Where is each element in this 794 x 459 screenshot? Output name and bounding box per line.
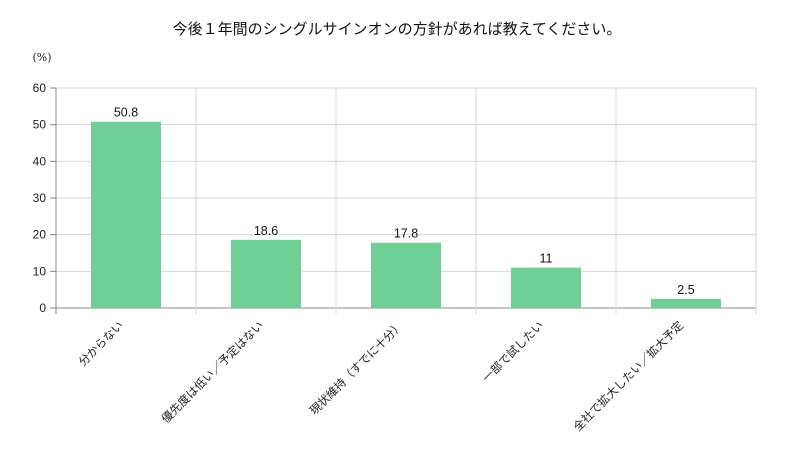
- x-tick-label: 一部で試したい: [479, 318, 546, 385]
- y-unit-label: (%): [32, 51, 51, 64]
- bar: [91, 121, 161, 308]
- chart-title: 今後１年間のシングルサインオンの方針があれば教えてください。: [173, 20, 622, 38]
- data-label: 2.5: [677, 283, 694, 297]
- x-axis-ticks: 分からない 優先度は低い／予定はない 現状維持（すでに十分） 一部で試したい 全社で拡大…: [76, 318, 687, 434]
- y-tick-label: 30: [33, 191, 47, 205]
- bar: [651, 298, 721, 308]
- x-tick-label: 分からない: [76, 318, 127, 369]
- y-tick-label: 10: [33, 264, 47, 278]
- data-labels: 50.8 18.6 17.8 11 2.5: [114, 106, 695, 297]
- data-label: 11: [540, 252, 553, 266]
- data-label: 18.6: [254, 224, 278, 238]
- bars: [91, 121, 721, 308]
- data-label: 50.8: [114, 106, 138, 120]
- x-tick-label: 全社で拡大したい／拡大予定: [571, 318, 687, 434]
- data-label: 17.8: [394, 227, 418, 241]
- y-axis-ticks: 0 10 20 30 40 50 60: [33, 81, 47, 315]
- y-tick-label: 0: [39, 301, 46, 315]
- bar: [511, 267, 581, 308]
- bar: [231, 239, 301, 308]
- y-tick-label: 20: [33, 228, 47, 242]
- x-tick-label: 優先度は低い／予定はない: [159, 318, 266, 425]
- bar: [371, 242, 441, 308]
- y-tick-label: 40: [33, 154, 47, 168]
- x-tick-label: 現状維持（すでに十分）: [307, 318, 406, 417]
- gridlines: [50, 87, 757, 314]
- y-tick-label: 60: [33, 81, 47, 95]
- y-tick-label: 50: [33, 118, 47, 132]
